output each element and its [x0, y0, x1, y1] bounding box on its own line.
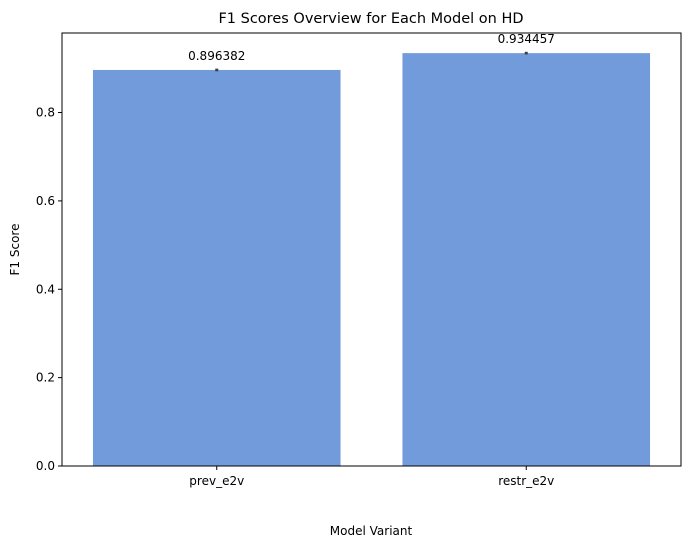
- y-axis: 0.0 0.2 0.4 0.6 0.8: [36, 106, 62, 473]
- bar-restr_e2v: [402, 53, 651, 467]
- y-tick-label: 0.8: [36, 106, 55, 120]
- y-tick-label: 0.2: [36, 371, 55, 385]
- bars: 0.896382 0.934457: [92, 32, 651, 467]
- data-label: 0.934457: [498, 32, 555, 46]
- plot-frame: [61, 32, 682, 467]
- x-axis-label: Model Variant: [330, 524, 413, 538]
- y-tick-label: 0.6: [36, 194, 55, 208]
- y-tick-label: 0.0: [36, 459, 55, 473]
- y-tick-label: 0.4: [36, 282, 55, 296]
- chart-title: F1 Scores Overview for Each Model on HD: [218, 11, 523, 27]
- bar-prev_e2v: [92, 69, 341, 467]
- y-axis-label: F1 Score: [8, 224, 22, 276]
- x-tick-label: prev_e2v: [189, 474, 244, 488]
- x-axis: prev_e2v restr_e2v: [189, 466, 554, 488]
- data-label: 0.896382: [188, 49, 245, 63]
- x-tick-label: restr_e2v: [498, 474, 554, 488]
